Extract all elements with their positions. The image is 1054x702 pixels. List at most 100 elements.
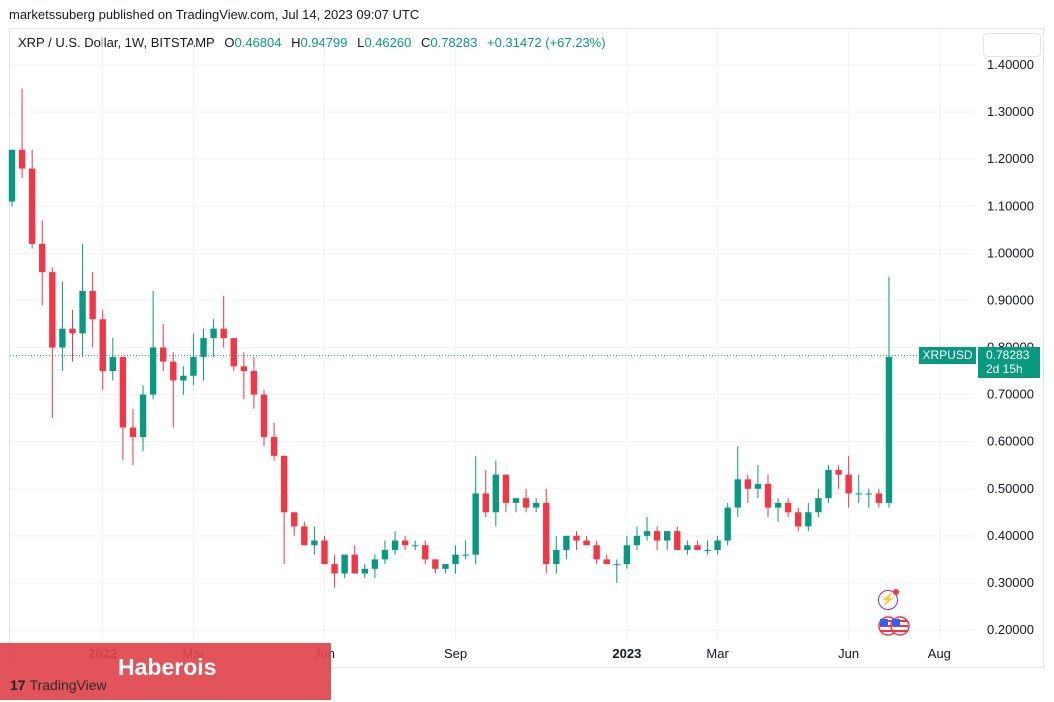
candle-body (311, 540, 318, 546)
candle-body (643, 531, 651, 536)
candle (784, 498, 792, 517)
symbol-price-label: XRPUSD (919, 347, 976, 364)
candle-body (805, 512, 812, 527)
candle (412, 540, 419, 550)
y-tick-label: 0.90000 (987, 292, 1034, 307)
y-tick-label: 1.10000 (987, 198, 1034, 213)
candle (160, 323, 167, 372)
candle-body (210, 328, 217, 339)
candle-body (49, 272, 56, 348)
candle (401, 535, 409, 550)
candle-body (59, 328, 66, 348)
candle-body (18, 149, 26, 169)
candle (492, 460, 500, 527)
candle (170, 352, 177, 428)
candle-body (714, 540, 721, 550)
candle (270, 422, 278, 461)
y-tick-label: 0.60000 (987, 434, 1034, 449)
candle (643, 517, 651, 541)
candle-body (875, 493, 883, 503)
candle (553, 535, 560, 574)
candle (774, 498, 782, 522)
candle-body (351, 554, 358, 574)
watermark-banner (0, 643, 331, 700)
candle-body (502, 474, 510, 503)
chart-frame (9, 28, 1044, 668)
candle (190, 333, 197, 386)
candle (825, 465, 832, 503)
candle (99, 309, 106, 390)
tradingview-logo-text: TradingView (29, 677, 107, 693)
candle (422, 540, 429, 565)
tradingview-logo: 17 TradingView (10, 677, 107, 693)
candle (49, 267, 56, 419)
candle-body (200, 338, 207, 357)
candle-body (704, 549, 711, 551)
candle-body (684, 545, 691, 550)
candle-body (220, 328, 227, 339)
open-value: 0.46804 (234, 35, 282, 50)
candle (311, 526, 318, 555)
candle (452, 545, 459, 574)
y-tick-label: 1.00000 (987, 245, 1034, 260)
candle (119, 356, 127, 461)
candle (149, 291, 157, 400)
candle-body (361, 568, 368, 574)
close-value: 0.78283 (430, 35, 478, 50)
us-flag-events-icon[interactable] (878, 616, 910, 636)
candle (875, 488, 883, 508)
low-label: L (357, 35, 365, 50)
candle (180, 366, 187, 395)
candle-body (613, 564, 620, 566)
candle-body (532, 502, 540, 508)
tradingview-logo-icon: 17 (10, 677, 26, 693)
grid-lines (10, 29, 975, 640)
candle-body (170, 361, 177, 381)
candle-body (119, 356, 127, 428)
candle (633, 526, 641, 550)
candle-body (270, 436, 278, 456)
candle (845, 455, 852, 508)
low-value: 0.46260 (364, 35, 412, 50)
y-axis: 1.40000 1.30000 1.20000 1.10000 1.00000 0.900… (987, 57, 1034, 637)
candle (341, 554, 348, 579)
open-label: O (224, 35, 235, 50)
candle (129, 408, 137, 466)
candle-body (522, 498, 530, 508)
candle-body (563, 535, 570, 550)
candle (694, 540, 701, 550)
candle-body (583, 540, 590, 546)
close-label: C (420, 35, 431, 50)
candle-body (129, 427, 137, 437)
candle (613, 559, 620, 583)
candle (260, 389, 268, 447)
candle (543, 488, 550, 574)
chart-control-box[interactable] (983, 33, 1041, 57)
candle-body (623, 545, 631, 565)
candle-body (855, 493, 862, 495)
candle-body (341, 554, 348, 574)
bar-countdown: 2d 15h (986, 362, 1023, 376)
candle-body (603, 559, 610, 565)
y-tick-label: 0.30000 (987, 575, 1034, 590)
candle-body (230, 338, 237, 367)
candle (865, 488, 872, 508)
candle-body (381, 549, 389, 560)
candle (381, 540, 389, 565)
candle-body (422, 545, 429, 560)
candle (674, 526, 681, 550)
candle-body (744, 479, 752, 489)
candle-body (240, 366, 248, 372)
candle-body (139, 394, 147, 437)
candle (361, 564, 368, 579)
lightning-icon[interactable]: ⚡ (878, 589, 899, 610)
candle (28, 149, 36, 249)
candle-body (452, 554, 459, 565)
candle (462, 540, 469, 560)
candle-body (180, 375, 187, 381)
candle (109, 338, 116, 381)
candle-body (280, 455, 288, 513)
candle (291, 512, 298, 536)
candle (815, 488, 822, 517)
